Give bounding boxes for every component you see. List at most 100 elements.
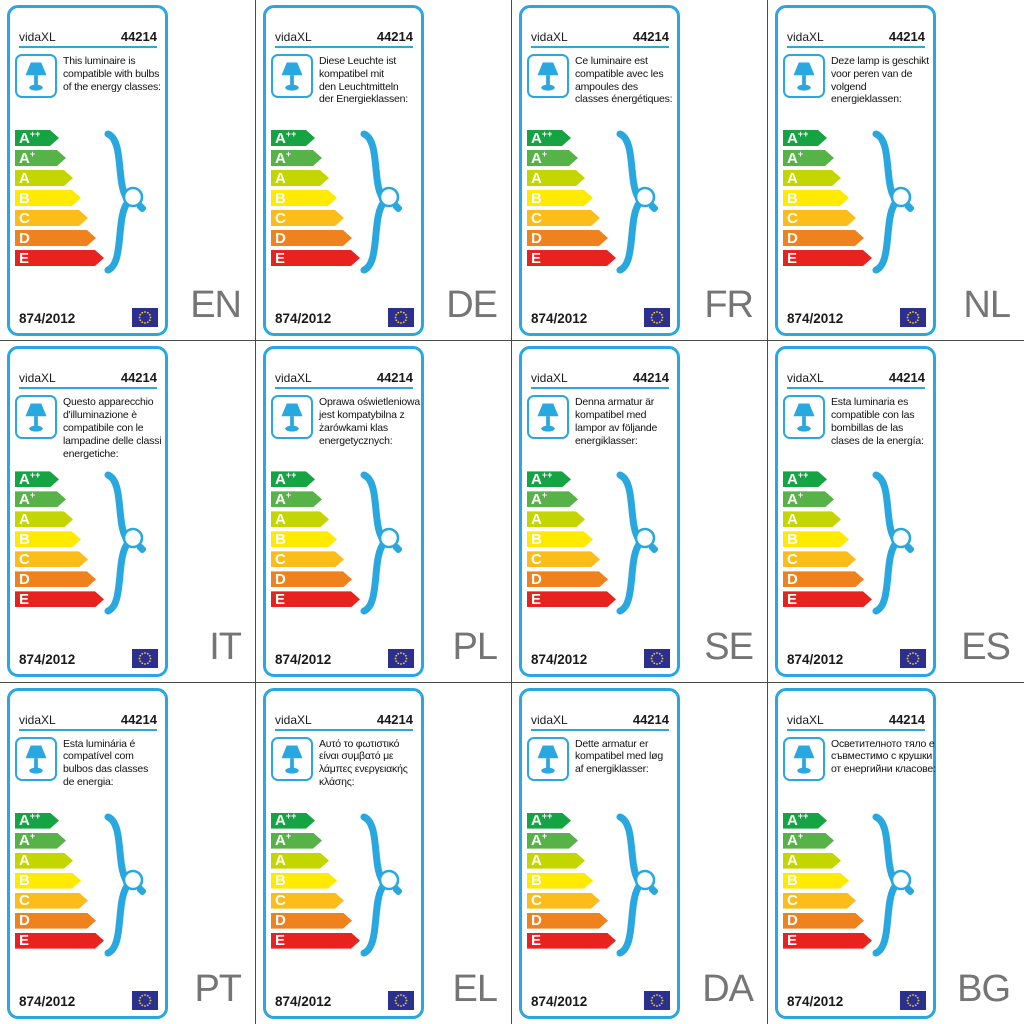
class-letter: A [787, 832, 798, 850]
energy-class-arrow: A ++ [527, 471, 571, 487]
regulation-number: 874/2012 [787, 652, 844, 668]
class-letter: A [531, 812, 542, 830]
eu-flag-icon [132, 649, 158, 669]
article-number: 44214 [888, 370, 925, 386]
class-letter: B [787, 872, 798, 890]
energy-class-arrow: D [527, 913, 608, 929]
energy-class-arrow: D [527, 230, 608, 246]
energy-class-arrow: D [15, 571, 96, 587]
compatibility-text: Ce luminaire est compatible avec les amp… [575, 55, 673, 106]
regulation-number: 874/2012 [531, 311, 588, 326]
class-letter: B [531, 872, 542, 890]
class-letter: A [275, 129, 286, 147]
class-letter: B [531, 530, 542, 548]
bulb-icon [378, 186, 403, 213]
eu-flag-icon [132, 990, 158, 1010]
eu-flag-icon [388, 308, 414, 327]
energy-class-arrow: E [783, 250, 872, 266]
energy-class-arrow: E [527, 933, 616, 949]
energy-class-arrow: E [271, 591, 360, 607]
table-lamp-glyph [537, 403, 559, 432]
energy-class-arrow: A + [15, 833, 66, 849]
class-letter: A [787, 812, 798, 830]
energy-class-arrow: C [271, 893, 344, 909]
class-letter: C [275, 209, 286, 227]
energy-class-arrow: A + [15, 491, 66, 507]
energy-label-card: vidaXL 44214 This luminaire is compatibl… [7, 5, 168, 336]
label-cell: vidaXL 44214 Esta luminaria es compatibl… [768, 341, 1024, 683]
brand-text: vidaXL [275, 371, 312, 386]
energy-class-arrow: A [783, 853, 841, 869]
energy-class-scale: A ++ A + A B C D E [15, 130, 104, 270]
class-letter: A [275, 832, 286, 850]
article-number: 44214 [632, 370, 669, 386]
table-lamp-icon [15, 736, 57, 781]
bulb-icon [378, 528, 403, 554]
class-letter: E [531, 590, 542, 608]
class-letter: D [787, 570, 798, 588]
compatibility-text: Deze lamp is geschikt voor peren van de … [831, 55, 929, 106]
class-letter: D [19, 570, 30, 588]
label-cell: vidaXL 44214 Denna armatur är kompatibel… [512, 341, 768, 683]
energy-class-arrow: D [15, 913, 96, 929]
energy-class-arrow: C [783, 210, 856, 226]
language-code: NL [963, 284, 1011, 327]
energy-class-arrow: A + [527, 491, 578, 507]
energy-label-card: vidaXL 44214 Ce luminaire est compatible… [519, 5, 680, 336]
class-letter: A [19, 470, 30, 488]
header-underline [531, 728, 669, 731]
language-code: FR [704, 284, 754, 327]
energy-class-arrow: D [271, 571, 352, 587]
eu-flag-icon [644, 649, 670, 669]
compatibility-text: Αυτό το φωτιστικό είναι συμβατό με λάμπε… [319, 737, 408, 789]
class-superscript: ++ [285, 469, 297, 480]
energy-class-arrow: A + [783, 491, 834, 507]
energy-class-arrow: A + [783, 833, 834, 849]
energy-class-arrow: A ++ [15, 471, 59, 487]
header-underline [19, 387, 157, 390]
class-letter: B [19, 189, 30, 207]
label-cell: vidaXL 44214 Diese Leuchte ist kompatibe… [256, 0, 512, 342]
class-letter: A [19, 852, 30, 870]
table-lamp-glyph [281, 62, 303, 91]
class-letter: A [19, 149, 30, 167]
class-letter: E [19, 590, 30, 608]
energy-class-arrow: A + [271, 150, 322, 166]
class-superscript: ++ [797, 128, 809, 139]
label-cell: vidaXL 44214 Αυτό το φωτιστικό είναι συμ… [256, 682, 512, 1024]
compatibility-text: Questo apparecchio d'illuminazione è com… [63, 396, 162, 460]
card-header: vidaXL 44214 [787, 370, 925, 385]
card-header: vidaXL 44214 [19, 712, 157, 727]
table-lamp-icon [271, 54, 313, 98]
energy-class-arrow: A [15, 170, 73, 186]
table-lamp-icon [15, 54, 57, 98]
card-header: vidaXL 44214 [531, 370, 669, 385]
energy-class-arrow: A + [15, 150, 66, 166]
class-letter: E [19, 932, 30, 950]
brand-text: vidaXL [787, 30, 824, 44]
card-header: vidaXL 44214 [787, 712, 925, 727]
bulb-icon [890, 528, 915, 554]
class-letter: A [531, 832, 542, 850]
energy-class-arrow: A ++ [271, 130, 315, 146]
energy-class-arrow: A + [783, 150, 834, 166]
energy-class-arrow: A [271, 170, 329, 186]
energy-class-arrow: E [15, 250, 104, 266]
energy-class-arrow: A ++ [271, 471, 315, 487]
bulb-icon [122, 528, 147, 554]
energy-class-arrow: E [527, 250, 616, 266]
language-code: DA [702, 968, 754, 1010]
article-number: 44214 [888, 29, 925, 44]
class-letter: B [275, 872, 286, 890]
language-code: PL [452, 625, 498, 668]
class-letter: D [787, 229, 798, 247]
language-code: IT [209, 625, 242, 668]
eu-flag-icon [388, 990, 414, 1010]
class-letter: A [531, 169, 542, 187]
energy-class-arrow: C [15, 551, 88, 567]
class-superscript: + [29, 831, 36, 842]
class-letter: A [275, 490, 286, 508]
energy-class-arrow: A [527, 853, 585, 869]
class-letter: D [787, 912, 798, 930]
header-underline [787, 46, 925, 48]
